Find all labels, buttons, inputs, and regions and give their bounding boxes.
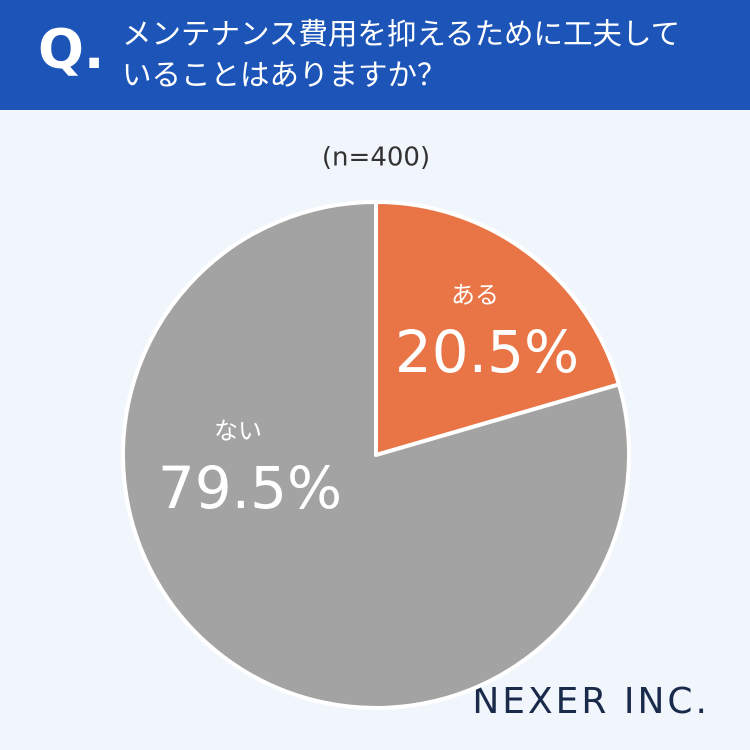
question-marker: Q. [38, 18, 105, 81]
header: Q. メンテナンス費用を抑えるために工夫していることはありますか？ [0, 0, 750, 110]
title: メンテナンス費用を抑えるために工夫していることはありますか？ [122, 17, 681, 92]
pie-slice [121, 200, 631, 710]
slice-value-label: 79.5% [158, 454, 342, 522]
slice-label: ある [451, 281, 499, 309]
slice-label: ない [214, 417, 262, 445]
subtitle: (n=400) [322, 143, 430, 173]
pie-slice [374, 200, 621, 457]
brand: NEXER INC. [472, 681, 710, 722]
slice-value-label: 20.5% [395, 318, 579, 386]
